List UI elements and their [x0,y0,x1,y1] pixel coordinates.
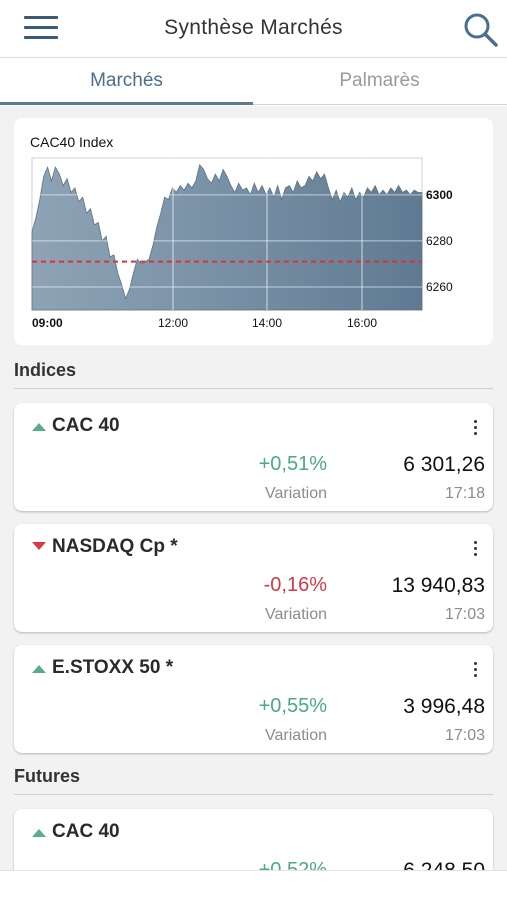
index-price: 3 996,48 [403,695,485,718]
quote-time: 17:03 [444,727,485,744]
arrow-up-icon [32,665,46,673]
future-price: 6 248,50 [403,859,485,870]
index-name: NASDAQ Cp * [52,536,178,557]
variation-label: Variation [265,606,327,623]
variation-label: Variation [265,727,327,744]
index-card-estoxx50[interactable]: E.STOXX 50 * +0,55% 3 996,48 Variation 1… [14,645,493,753]
section-title-indices: Indices [14,360,77,380]
app-header: Synthèse Marchés [0,0,507,58]
arrow-up-icon [32,423,46,431]
change-percent: +0,55% [258,695,327,717]
x-tick-label: 12:00 [158,316,188,330]
more-options-icon[interactable] [466,417,486,439]
index-name: E.STOXX 50 * [52,657,174,678]
change-percent: +0,52% [258,859,327,870]
x-tick-label: 09:00 [32,316,63,330]
chart-title: CAC40 Index [30,134,114,150]
future-name: CAC 40 [52,821,120,842]
tab-bar: Marchés Palmarès [0,58,507,105]
index-name: CAC 40 [52,415,120,436]
chart-card[interactable]: 09:00 12:00 14:00 16:00 6260 6280 6300 CAC40 I… [14,118,493,345]
arrow-up-icon [32,829,46,837]
change-percent: -0,16% [263,574,327,596]
section-divider [14,794,493,795]
more-options-icon[interactable] [466,538,486,560]
arrow-down-icon [32,542,46,550]
index-card-cac40[interactable]: CAC 40 +0,51% 6 301,26 Variation 17:18 [14,403,493,511]
x-tick-label: 14:00 [252,316,282,330]
more-options-icon[interactable] [466,659,486,681]
index-card-nasdaq[interactable]: NASDAQ Cp * -0,16% 13 940,83 Variation 1… [14,524,493,632]
page-title: Synthèse Marchés [164,16,343,39]
future-card-cac40[interactable]: CAC 40 +0,52% 6 248,50 [14,809,493,870]
section-title-futures: Futures [14,766,81,786]
intraday-chart: 09:00 12:00 14:00 16:00 6260 6280 6300 [31,157,453,330]
y-tick-label: 6260 [426,280,453,294]
main-content: 09:00 12:00 14:00 16:00 6260 6280 6300 CAC40 I… [0,106,507,870]
index-price: 13 940,83 [391,574,485,597]
y-tick-label: 6280 [426,234,453,248]
tab-marches[interactable]: Marchés [0,58,253,105]
tab-palmares[interactable]: Palmarès [339,70,420,91]
change-percent: +0,51% [258,453,327,475]
hamburger-menu-icon[interactable] [24,16,58,40]
y-tick-label: 6300 [426,188,453,202]
search-icon[interactable] [462,10,500,48]
x-tick-label: 16:00 [347,316,377,330]
quote-time: 17:03 [444,606,485,623]
quote-time: 17:18 [444,485,485,502]
section-divider [14,388,493,389]
variation-label: Variation [265,485,327,502]
price-area-series [31,164,423,311]
index-price: 6 301,26 [403,453,485,476]
bottom-bar [0,870,507,900]
